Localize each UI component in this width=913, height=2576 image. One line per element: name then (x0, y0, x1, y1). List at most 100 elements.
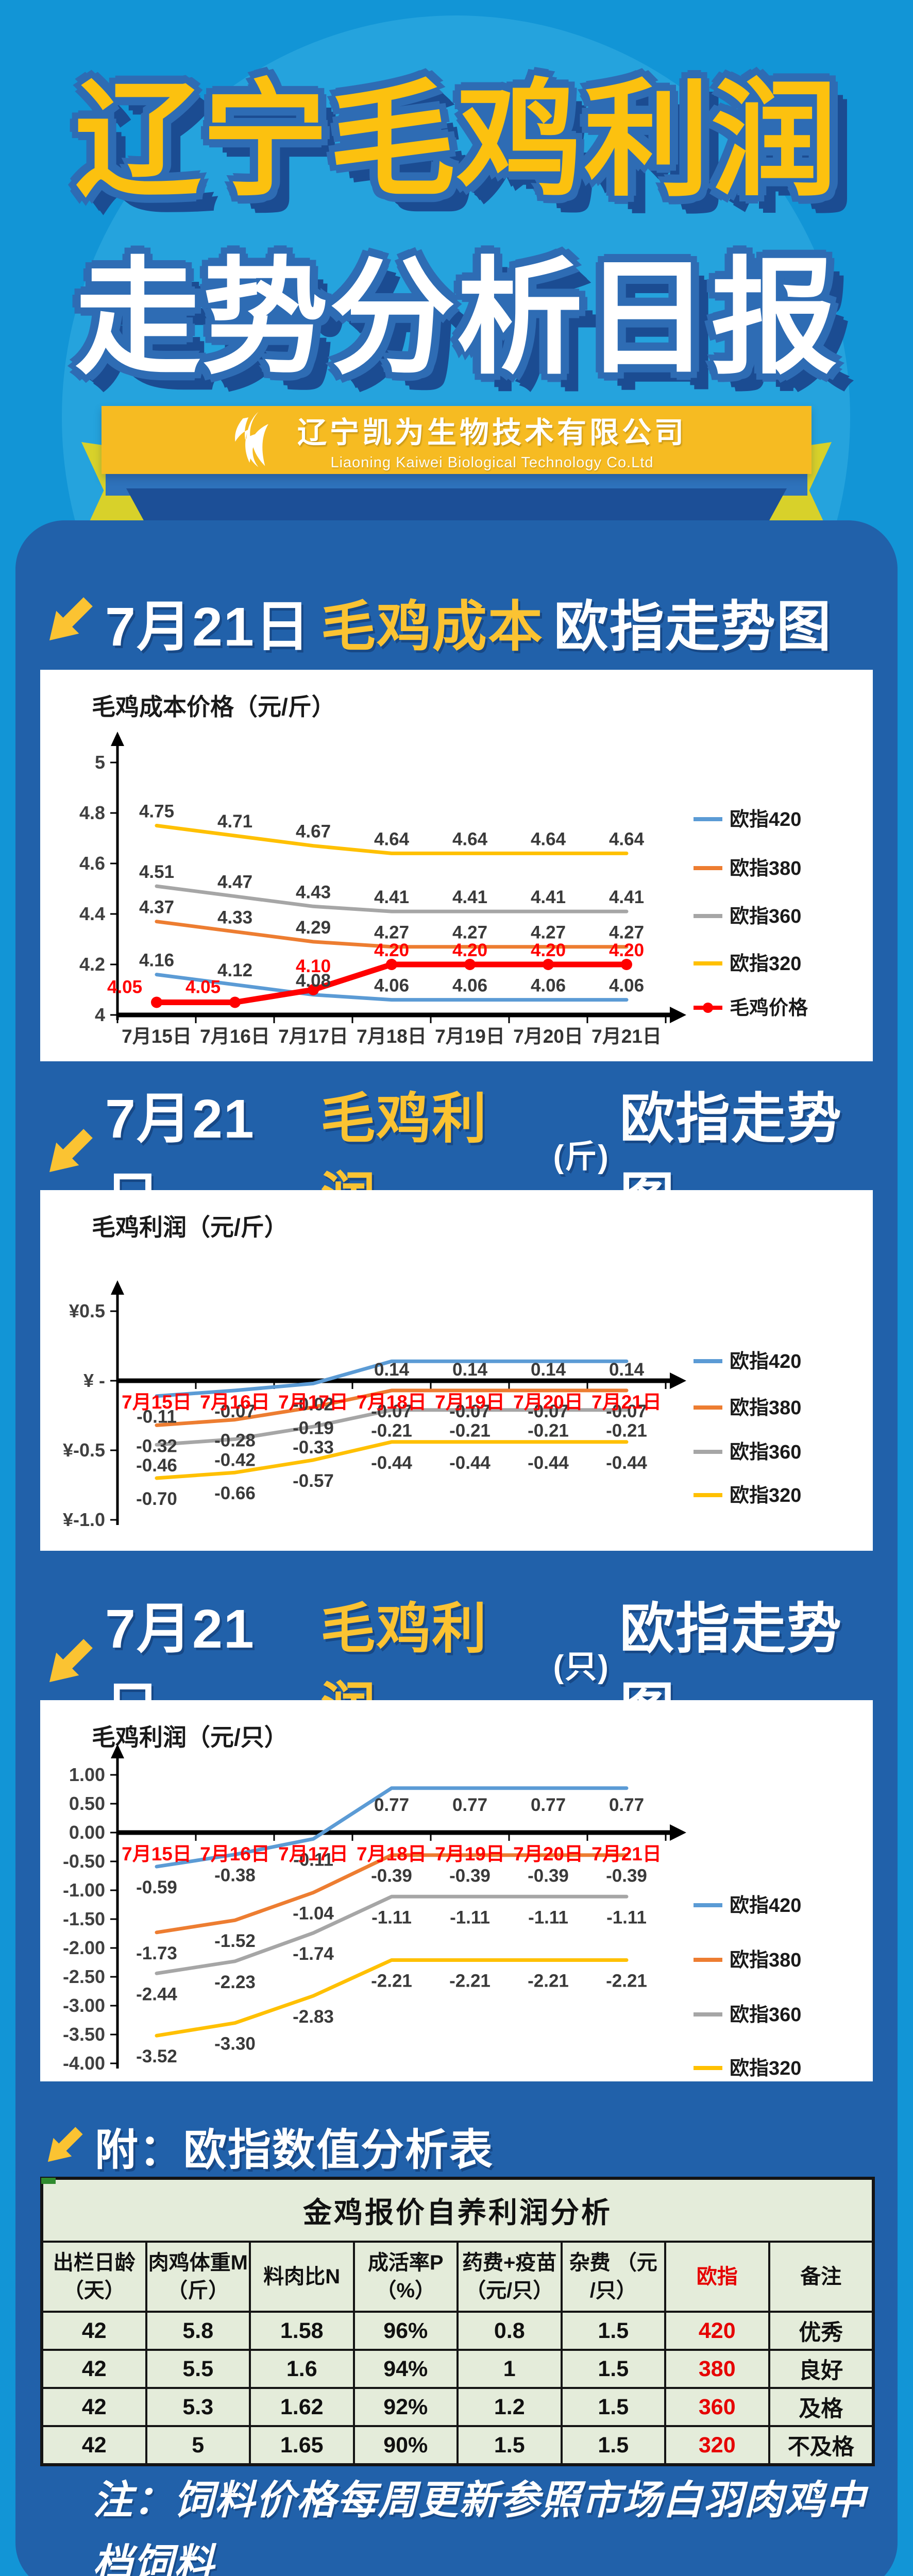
svg-text:-0.44: -0.44 (449, 1453, 491, 1473)
svg-text:4.71: 4.71 (217, 811, 252, 832)
svg-text:欧指420: 欧指420 (730, 1351, 801, 1372)
svg-text:-2.21: -2.21 (449, 1971, 491, 1991)
table-cell: 1.5 (457, 2425, 563, 2465)
svg-text:4.20: 4.20 (374, 940, 409, 960)
svg-text:-0.57: -0.57 (293, 1471, 334, 1491)
svg-text:4.75: 4.75 (139, 802, 174, 822)
svg-text:4.05: 4.05 (107, 977, 142, 997)
svg-text:0.14: 0.14 (609, 1360, 645, 1380)
svg-text:0.14: 0.14 (452, 1360, 488, 1380)
svg-text:7月17日: 7月17日 (278, 1843, 348, 1865)
section-title-prefix: 7月21日 (105, 597, 311, 657)
svg-text:4.20: 4.20 (609, 940, 644, 960)
svg-text:欧指360: 欧指360 (730, 1442, 801, 1463)
arrow-down-right-icon (41, 2122, 84, 2172)
svg-text:-1.74: -1.74 (293, 1944, 334, 1964)
table-cell: 1.5 (560, 2425, 666, 2465)
svg-text:4.64: 4.64 (452, 829, 488, 849)
svg-text:-0.39: -0.39 (606, 1866, 647, 1886)
svg-text:0.77: 0.77 (531, 1795, 566, 1815)
section-title-prefix: 7月21日 (105, 1089, 255, 1229)
svg-text:7月19日: 7月19日 (435, 1392, 505, 1413)
svg-text:4.20: 4.20 (531, 940, 566, 960)
svg-text:-0.70: -0.70 (136, 1489, 177, 1509)
svg-text:欧指420: 欧指420 (730, 809, 801, 831)
svg-text:7月19日: 7月19日 (435, 1026, 505, 1047)
arrow-down-right-icon (41, 1633, 95, 1694)
svg-text:7月18日: 7月18日 (357, 1026, 427, 1047)
svg-text:-0.38: -0.38 (214, 1866, 256, 1886)
svg-text:7月17日: 7月17日 (278, 1026, 348, 1047)
content-panel: 7月21日 毛鸡成本 欧指走势图 毛鸡成本价格（元/斤） 5 4.8 4.6 4.4 4.2 4… (15, 520, 898, 2576)
arrow-down-right-icon (41, 591, 95, 652)
table-cell: 320 (664, 2425, 770, 2465)
svg-text:欧指320: 欧指320 (730, 2058, 801, 2079)
svg-text:0.00: 0.00 (69, 1822, 105, 1843)
table-cell: 42 (41, 2387, 147, 2427)
svg-text:4.41: 4.41 (374, 887, 409, 907)
svg-text:-1.00: -1.00 (63, 1879, 105, 1901)
cost-trend-chart: 毛鸡成本价格（元/斤） 5 4.8 4.6 4.4 4.2 4 4.75 4.71 4.67 4.6… (40, 670, 873, 1061)
svg-text:-3.30: -3.30 (214, 2034, 256, 2054)
svg-text:-0.32: -0.32 (136, 1436, 177, 1456)
svg-text:¥-0.5: ¥-0.5 (63, 1439, 105, 1461)
svg-text:-0.21: -0.21 (606, 1421, 647, 1441)
svg-text:-4.00: -4.00 (63, 2053, 105, 2074)
svg-text:-1.50: -1.50 (63, 1908, 105, 1929)
table-cell: 380 (664, 2349, 770, 2389)
svg-text:4.05: 4.05 (185, 977, 221, 997)
section-title-text: 附：欧指数值分析表 (95, 2126, 494, 2174)
svg-text:-0.19: -0.19 (293, 1418, 334, 1438)
svg-text:4.47: 4.47 (217, 872, 252, 892)
svg-text:-0.39: -0.39 (371, 1866, 412, 1886)
svg-text:毛鸡成本价格（元/斤）: 毛鸡成本价格（元/斤） (92, 693, 335, 720)
svg-text:4.29: 4.29 (296, 918, 331, 938)
table-cell: 420 (664, 2311, 770, 2351)
svg-text:-0.07: -0.07 (606, 1401, 647, 1421)
arrow-down-right-icon (41, 1123, 95, 1184)
svg-text:-0.21: -0.21 (449, 1421, 491, 1441)
company-name-en: Liaoning Kaiwei Biological Technology Co… (330, 454, 654, 471)
svg-text:1.00: 1.00 (69, 1764, 105, 1785)
svg-text:-0.07: -0.07 (214, 1401, 256, 1421)
section-title-unit: (只) (553, 1649, 610, 1685)
svg-text:4.64: 4.64 (374, 829, 410, 849)
svg-text:-2.21: -2.21 (371, 1971, 412, 1991)
svg-text:5: 5 (95, 752, 105, 773)
svg-text:-0.21: -0.21 (371, 1421, 412, 1441)
svg-text:0.77: 0.77 (452, 1795, 487, 1815)
table-cell: 优秀 (768, 2311, 874, 2351)
table-cell: 1.5 (560, 2349, 666, 2389)
column-header: 肉鸡体重M （斤） (145, 2241, 251, 2313)
svg-text:-0.07: -0.07 (528, 1401, 569, 1421)
svg-text:-1.11: -1.11 (528, 1907, 568, 1927)
index-analysis-table: 金鸡报价自养利润分析 出栏日龄 （天） 肉鸡体重M （斤） 料肉比N 成活率P （%）药… (40, 2177, 875, 2466)
section-title-suffix: 欧指走势图 (619, 1599, 842, 1739)
svg-text:-1.11: -1.11 (606, 1907, 647, 1927)
svg-text:4.06: 4.06 (609, 976, 644, 996)
table-corner-accent (41, 2178, 56, 2184)
svg-text:4: 4 (95, 1004, 105, 1025)
svg-text:-0.02: -0.02 (293, 1394, 334, 1414)
svg-text:欧指320: 欧指320 (730, 1485, 801, 1506)
table-cell: 5.3 (145, 2387, 251, 2427)
svg-text:4.10: 4.10 (296, 956, 331, 976)
table-cell: 5.8 (145, 2311, 251, 2351)
table-row: 42 5 1.65 90% 1.5 1.5 320 不及格 (41, 2425, 874, 2465)
svg-text:7月21日: 7月21日 (591, 1392, 662, 1413)
table-cell: 0.8 (457, 2311, 563, 2351)
svg-text:4.37: 4.37 (139, 897, 174, 918)
table-cell: 42 (41, 2349, 147, 2389)
column-header: 备注 (768, 2241, 874, 2313)
table-cell: 1.65 (249, 2425, 355, 2465)
svg-text:4.64: 4.64 (609, 829, 645, 849)
svg-text:-3.00: -3.00 (63, 1995, 105, 2016)
table-title: 金鸡报价自养利润分析 (41, 2178, 874, 2243)
svg-text:4.06: 4.06 (531, 976, 566, 996)
svg-text:7月15日: 7月15日 (122, 1392, 192, 1413)
svg-text:4.06: 4.06 (452, 976, 487, 996)
svg-text:4.33: 4.33 (217, 907, 252, 927)
section-header-profit-jin: 7月21日毛鸡利润(斤)欧指走势图 (41, 1074, 898, 1233)
svg-text:7月15日: 7月15日 (122, 1026, 192, 1047)
